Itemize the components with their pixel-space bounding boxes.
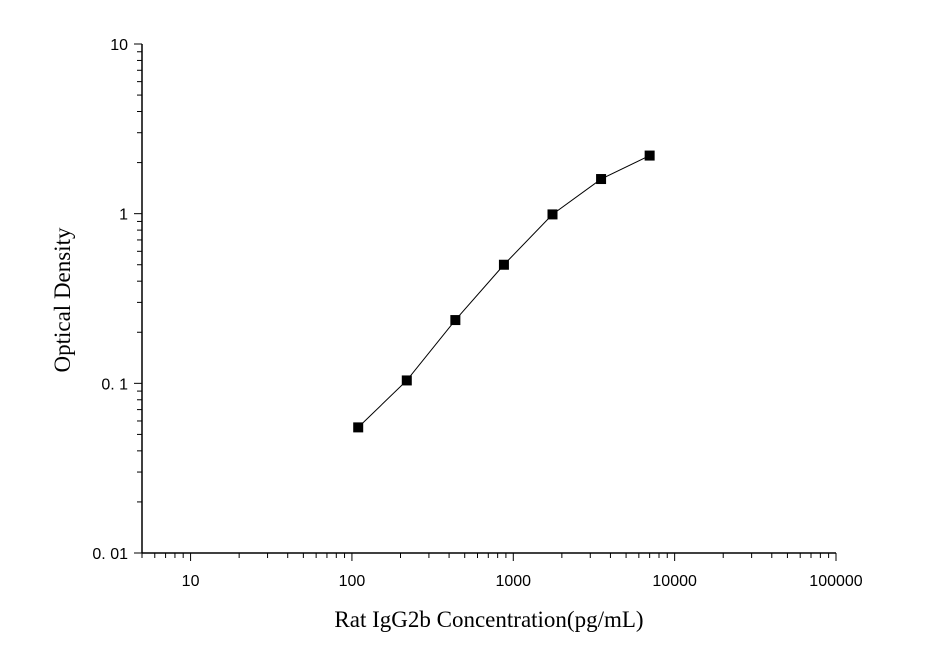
data-point	[353, 422, 364, 433]
y-tick-label: 0. 01	[92, 546, 128, 563]
series-line	[357, 155, 650, 428]
x-axis-title: Rat IgG2b Concentration(pg/mL)	[334, 607, 643, 632]
x-tick-label: 1000	[495, 573, 531, 590]
x-tick-label: 10000	[652, 573, 697, 590]
y-tick-label: 1	[119, 207, 128, 224]
y-tick-label: 0. 1	[101, 376, 128, 393]
y-axis-title: Optical Density	[50, 227, 75, 372]
data-point	[547, 209, 558, 220]
data-point	[498, 259, 509, 270]
data-point	[401, 375, 412, 386]
x-tick-label: 100000	[809, 573, 862, 590]
data-point	[450, 315, 461, 326]
series-layer	[353, 150, 655, 433]
data-point	[596, 174, 607, 185]
x-tick-label: 100	[339, 573, 366, 590]
data-point	[644, 150, 655, 161]
y-tick-label: 10	[110, 37, 128, 54]
axes: 10 100 1000 10000 100000 0. 01 0. 1 1 10	[92, 37, 862, 590]
x-tick-label: 10	[182, 573, 200, 590]
